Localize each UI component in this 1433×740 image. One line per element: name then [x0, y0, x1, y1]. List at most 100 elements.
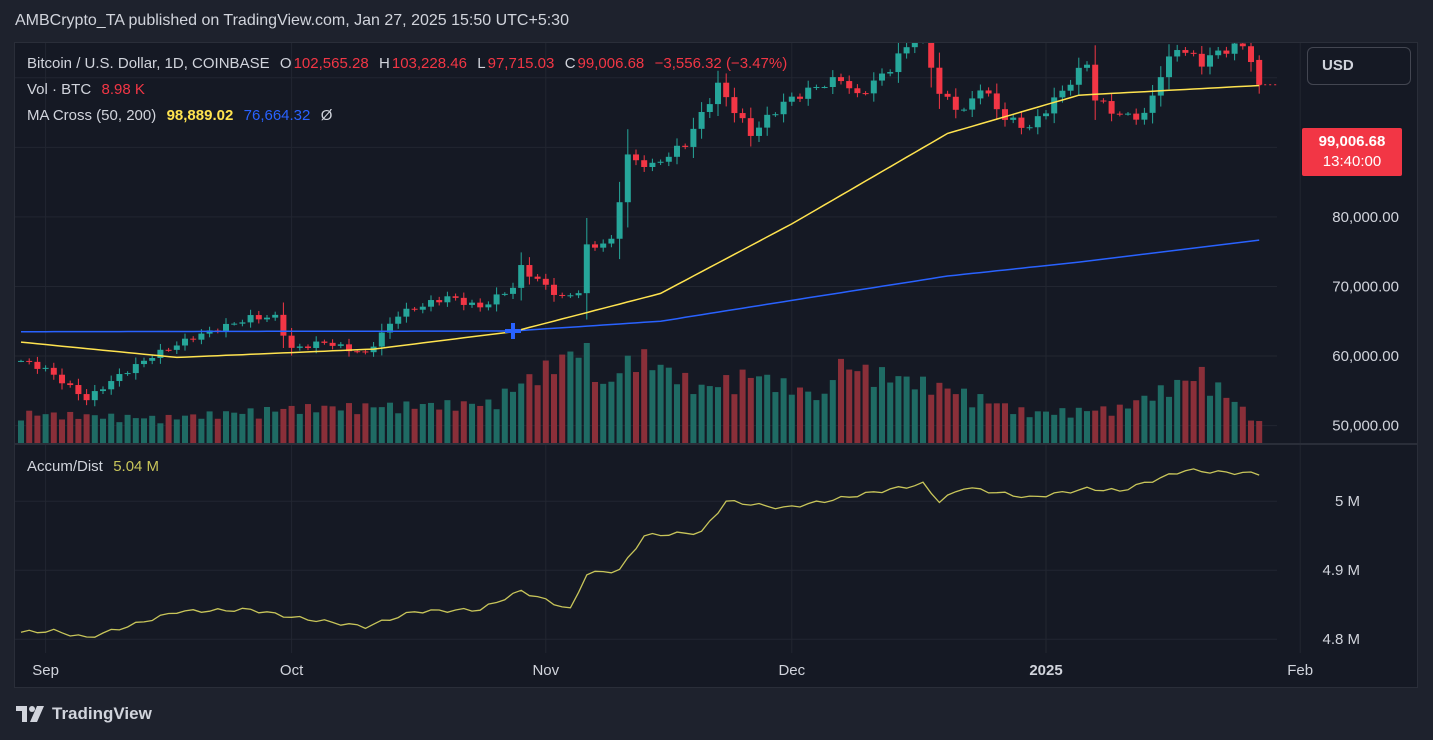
candle-body: [493, 294, 500, 305]
candle-body: [649, 162, 656, 168]
volume-bar: [1092, 410, 1099, 443]
volume-bar: [75, 418, 82, 443]
candle-body: [321, 341, 328, 343]
candle-body: [1067, 84, 1074, 91]
volume-bar: [436, 409, 443, 443]
volume-bar: [1231, 401, 1238, 443]
volume-bar: [526, 374, 533, 443]
volume-bar: [961, 388, 967, 443]
volume-bar: [895, 376, 902, 443]
tradingview-brand[interactable]: TradingView: [16, 704, 152, 724]
volume-bar: [731, 394, 738, 443]
time-axis-label: Oct: [280, 662, 304, 679]
candle-body: [305, 346, 311, 348]
candle-body: [895, 53, 902, 73]
ad-label[interactable]: Accum/Dist: [27, 458, 103, 475]
candle-body: [551, 284, 557, 295]
currency-button[interactable]: USD: [1307, 47, 1411, 85]
volume-bar: [641, 349, 648, 443]
volume-label[interactable]: Vol · BTC: [27, 81, 92, 98]
candle-body: [633, 154, 639, 161]
volume-bar: [887, 382, 894, 443]
volume-bar: [18, 420, 24, 443]
candle-body: [1026, 127, 1033, 129]
volume-bar: [354, 414, 361, 443]
candle-body: [985, 90, 992, 94]
volume-bar: [272, 411, 279, 443]
candle-body: [1215, 50, 1222, 56]
volume-bar: [706, 386, 713, 443]
volume-bar: [649, 370, 656, 443]
volume-bar: [723, 375, 730, 443]
candle-body: [813, 87, 820, 89]
candle-body: [1166, 56, 1172, 78]
volume-bar: [91, 415, 98, 443]
candle-body: [378, 332, 385, 347]
candle-body: [559, 294, 566, 296]
volume-bar: [665, 367, 672, 443]
volume-bar: [346, 403, 352, 443]
volume-bar: [419, 404, 426, 443]
volume-bar: [59, 419, 65, 443]
candle-body: [444, 296, 451, 303]
candle-body: [428, 300, 434, 307]
volume-bar: [1075, 407, 1082, 443]
volume-bar: [116, 422, 123, 443]
candle-body: [624, 154, 631, 203]
candle-body: [1034, 116, 1041, 128]
candle-body: [575, 293, 582, 296]
volume-bar: [1051, 414, 1058, 443]
high-label: H: [379, 55, 390, 72]
volume-bar: [1248, 420, 1254, 443]
candle-body: [641, 160, 648, 168]
candle-body: [616, 202, 623, 239]
candle-body: [190, 338, 197, 340]
ad-axis-label: 4.9 M: [1322, 562, 1360, 579]
volume-bar: [633, 372, 639, 443]
candle-body: [706, 104, 713, 112]
candle-body: [1256, 59, 1263, 85]
candle-body: [329, 342, 336, 346]
candle-body: [805, 87, 812, 99]
candle-body: [255, 315, 262, 320]
volume-bar: [551, 374, 557, 443]
ma-symbol: Ø: [320, 107, 333, 124]
volume-bar: [124, 414, 131, 443]
candle-body: [731, 97, 738, 114]
chart-panel[interactable]: 50,000.0060,000.0070,000.0080,000.0090,0…: [14, 42, 1418, 688]
volume-bar: [206, 411, 213, 443]
ma-label[interactable]: MA Cross (50, 200): [27, 107, 157, 124]
candle-body: [928, 43, 935, 68]
ma-fast-value: 98,889.02: [166, 107, 234, 124]
volume-bar: [83, 414, 90, 443]
volume-bar: [1100, 406, 1107, 443]
volume-bar: [444, 400, 451, 443]
brand-label: TradingView: [52, 704, 152, 723]
volume-bar: [362, 403, 369, 443]
low-label: L: [477, 55, 486, 72]
ad-axis-label: 4.8 M: [1322, 631, 1360, 648]
ad-value: 5.04 M: [113, 458, 160, 475]
candle-body: [1198, 53, 1205, 67]
volume-bar: [518, 383, 525, 443]
symbol-legend: Bitcoin / U.S. Dollar, 1D, COINBASE O 102…: [27, 55, 789, 72]
time-axis-label: Sep: [32, 662, 59, 679]
candle-body: [1223, 50, 1230, 54]
volume-bar: [854, 371, 861, 443]
candle-body: [1116, 113, 1123, 115]
volume-bar: [173, 419, 180, 443]
candle-body: [977, 90, 984, 99]
volume-bar: [1239, 406, 1246, 443]
ad-axis-label: 5 M: [1335, 493, 1360, 510]
volume-bar: [460, 401, 467, 443]
candle-body: [26, 360, 33, 362]
chart-canvas[interactable]: 50,000.0060,000.0070,000.0080,000.0090,0…: [15, 43, 1417, 687]
candle-body: [452, 296, 459, 298]
volume-bar: [403, 401, 410, 443]
volume-bar: [1084, 411, 1090, 443]
symbol-name[interactable]: Bitcoin / U.S. Dollar, 1D, COINBASE: [27, 55, 270, 72]
volume-bar: [1149, 400, 1156, 443]
candle-body: [952, 96, 959, 110]
candle-body: [354, 351, 361, 353]
candle-body: [18, 360, 24, 362]
